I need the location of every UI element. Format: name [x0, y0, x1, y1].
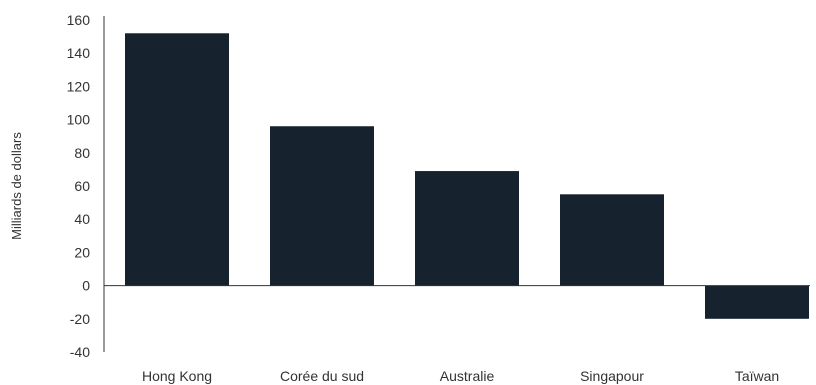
bar-singapour [560, 194, 664, 286]
x-category-label: Corée du sud [280, 368, 364, 384]
bar-ta-wan [705, 285, 809, 319]
x-category-label: Hong Kong [142, 368, 212, 384]
bar-hong-kong [125, 33, 229, 286]
x-category-label: Singapour [580, 368, 644, 384]
y-tick-label: -40 [70, 344, 90, 360]
x-category-label: Australie [440, 368, 495, 384]
x-axis: Hong Kong Corée du sud Australie Singapour T… [104, 285, 810, 384]
y-tick-label: 20 [74, 244, 90, 260]
y-tick-label: 0 [82, 278, 90, 294]
bars-group [125, 33, 809, 319]
bar-australie [415, 171, 519, 286]
y-tick-label: 60 [74, 178, 90, 194]
bar-cor-e-du-sud [270, 126, 374, 286]
y-axis-title: Milliards de dollars [9, 132, 24, 240]
y-tick-label: 80 [74, 145, 90, 161]
y-tick-label: 40 [74, 211, 90, 227]
y-tick-label: 100 [67, 112, 91, 128]
y-tick-label: 140 [67, 45, 91, 61]
y-tick-label: 120 [67, 78, 91, 94]
y-tick-label: 160 [67, 12, 91, 28]
y-tick-label: -20 [70, 311, 90, 327]
x-category-label: Taïwan [735, 368, 779, 384]
y-axis: 160 140 120 100 80 60 40 20 0 -20 -40 [67, 12, 105, 360]
